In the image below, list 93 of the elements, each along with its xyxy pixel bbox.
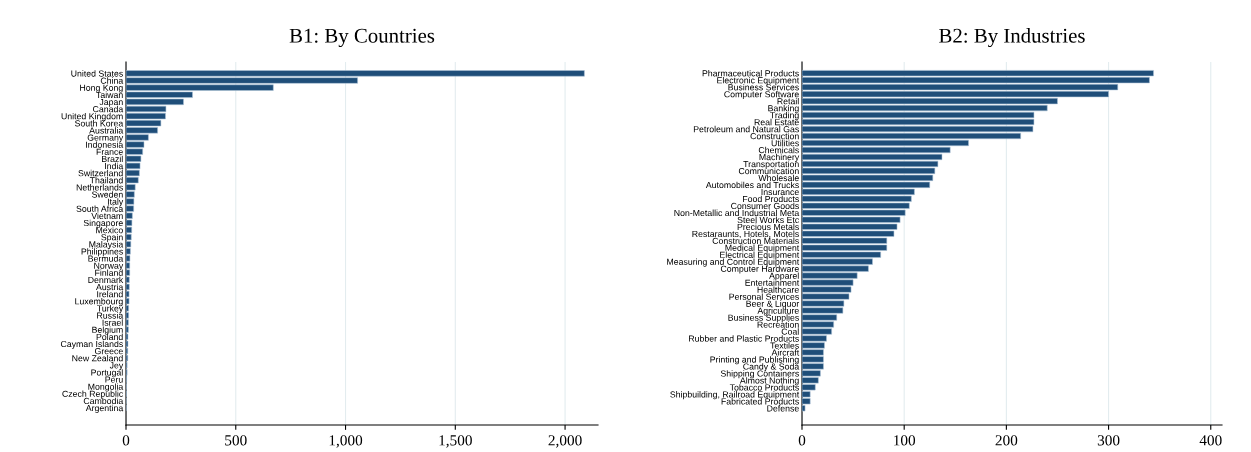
- y-tick-label: Entertainment: [745, 279, 800, 286]
- y-tick-label: Bermuda: [88, 255, 124, 262]
- y-tick-label: Italy: [107, 198, 124, 207]
- y-tick-label: Business Services: [728, 83, 799, 91]
- y-tick-label: Mexico: [96, 226, 123, 234]
- y-tick-label: Agriculture: [757, 307, 799, 316]
- y-tick-label: Norway: [94, 262, 124, 271]
- y-tick-label: Personal Services: [729, 293, 799, 300]
- y-tick-label: Recreation: [757, 321, 799, 328]
- y-tick-label: Russia: [97, 312, 124, 319]
- y-tick-label: Belgium: [92, 326, 123, 335]
- x-tick-label: 2,000: [548, 435, 582, 448]
- y-tick-label: Hong Kong: [80, 84, 123, 93]
- y-tick-label: Denmark: [88, 276, 124, 284]
- y-tick-label: Cambodia: [83, 397, 124, 405]
- y-tick-label: Communication: [738, 167, 799, 175]
- y-tick-label: Textiles: [770, 342, 799, 349]
- y-tick-label: Chemicals: [758, 146, 799, 154]
- y-tick-label: Retail: [777, 97, 799, 105]
- y-tick-label: Consumer Goods: [731, 202, 799, 210]
- y-tick-label: Spain: [101, 233, 123, 243]
- y-tick-label: Insurance: [761, 188, 799, 196]
- y-tick-label: Steel Works Etc: [737, 216, 799, 224]
- y-tick-label: France: [96, 148, 123, 155]
- x-tick-label: 0: [122, 435, 130, 446]
- x-tick-label: 500: [225, 435, 247, 446]
- x-tick-label: 200: [995, 435, 1018, 446]
- y-tick-label: Non-Metallic and Industrial Meta: [674, 209, 800, 217]
- y-tick-label: Thailand: [89, 176, 123, 184]
- y-tick-label: Taiwan: [96, 91, 123, 98]
- y-tick-label: Defense: [767, 405, 799, 412]
- y-tick-label: Construction Materials: [712, 237, 799, 244]
- x-tick-label: 100: [894, 435, 916, 446]
- y-tick-label: Jey: [109, 362, 124, 371]
- x-tick-label: 1,500: [439, 435, 472, 448]
- y-tick-label: Turkey: [97, 305, 124, 314]
- y-tick-label: Philippines: [81, 248, 123, 257]
- y-tick-label: Australia: [89, 127, 124, 134]
- y-tick-label: Brazil: [102, 155, 123, 163]
- chart-title: B1: By Countries: [289, 28, 435, 48]
- y-tick-label: Japan: [99, 99, 123, 107]
- y-tick-label: China: [100, 77, 124, 84]
- y-tick-label: Construction: [750, 132, 799, 140]
- y-tick-label: Ireland: [97, 290, 123, 298]
- y-tick-label: Rubber and Plastic Products: [689, 335, 799, 342]
- y-tick-label: Indonesia: [86, 141, 124, 148]
- y-tick-label: Finland: [95, 269, 123, 276]
- y-tick-label: Netherlands: [76, 184, 123, 191]
- y-tick-label: Automobiles and Trucks: [705, 181, 799, 189]
- y-tick-label: Austria: [96, 283, 124, 291]
- y-tick-label: India: [105, 162, 124, 170]
- y-tick-label: Machinery: [759, 153, 800, 162]
- y-tick-label: Fabricated Products: [721, 398, 799, 405]
- y-tick-label: Apparel: [769, 272, 799, 281]
- y-tick-label: Greece: [94, 348, 123, 355]
- y-tick-label: Transportation: [743, 160, 799, 169]
- y-tick-label: Healthcare: [757, 286, 799, 293]
- x-tick-label: 1,000: [329, 435, 363, 448]
- y-tick-label: Portugal: [91, 369, 123, 378]
- y-tick-label: Pharmaceutical Products: [702, 70, 799, 77]
- y-tick-label: Canada: [93, 105, 124, 113]
- y-tick-label: Luxembourg: [75, 297, 123, 307]
- y-tick-label: Germany: [87, 134, 124, 143]
- y-tick-label: Singapore: [83, 219, 123, 228]
- x-tick-label: 0: [798, 435, 806, 446]
- y-tick-label: Wholesale: [758, 174, 799, 182]
- y-tick-label: Coal: [781, 328, 799, 335]
- y-tick-label: Israel: [102, 319, 123, 326]
- chart-title: B2: By Industries: [939, 28, 1085, 48]
- y-tick-label: Malaysia: [89, 241, 124, 250]
- y-tick-label: Tobacco Products: [729, 384, 799, 391]
- x-tick-label: 300: [1097, 435, 1120, 446]
- y-tick-label: Mongolia: [88, 383, 124, 392]
- y-tick-label: Utilities: [771, 139, 799, 147]
- y-tick-label: South Africa: [76, 205, 124, 212]
- y-tick-label: United States: [71, 70, 123, 77]
- y-tick-label: Real Estate: [754, 118, 799, 126]
- x-tick-label: 400: [1199, 435, 1222, 446]
- y-tick-label: Banking: [768, 104, 799, 114]
- y-tick-label: Petroleum and Natural Gas: [693, 125, 799, 133]
- y-tick-label: Aircraft: [771, 349, 800, 356]
- y-tick-label: Argentina: [85, 404, 124, 413]
- y-tick-label: Peru: [105, 376, 123, 383]
- y-tick-label: Switzerland: [78, 169, 123, 177]
- y-tick-label: Poland: [96, 333, 123, 340]
- y-tick-label: Cayman Islands: [60, 340, 123, 349]
- y-tick-label: Sweden: [92, 191, 123, 198]
- y-tick-label: Food Products: [743, 195, 799, 203]
- y-tick-label: South Korea: [74, 120, 124, 127]
- y-tick-label: Vietnam: [91, 212, 123, 219]
- y-tick-label: Trading: [770, 111, 799, 121]
- y-tick-label: New Zealand: [72, 354, 123, 362]
- y-tick-label: Precious Metals: [737, 223, 799, 230]
